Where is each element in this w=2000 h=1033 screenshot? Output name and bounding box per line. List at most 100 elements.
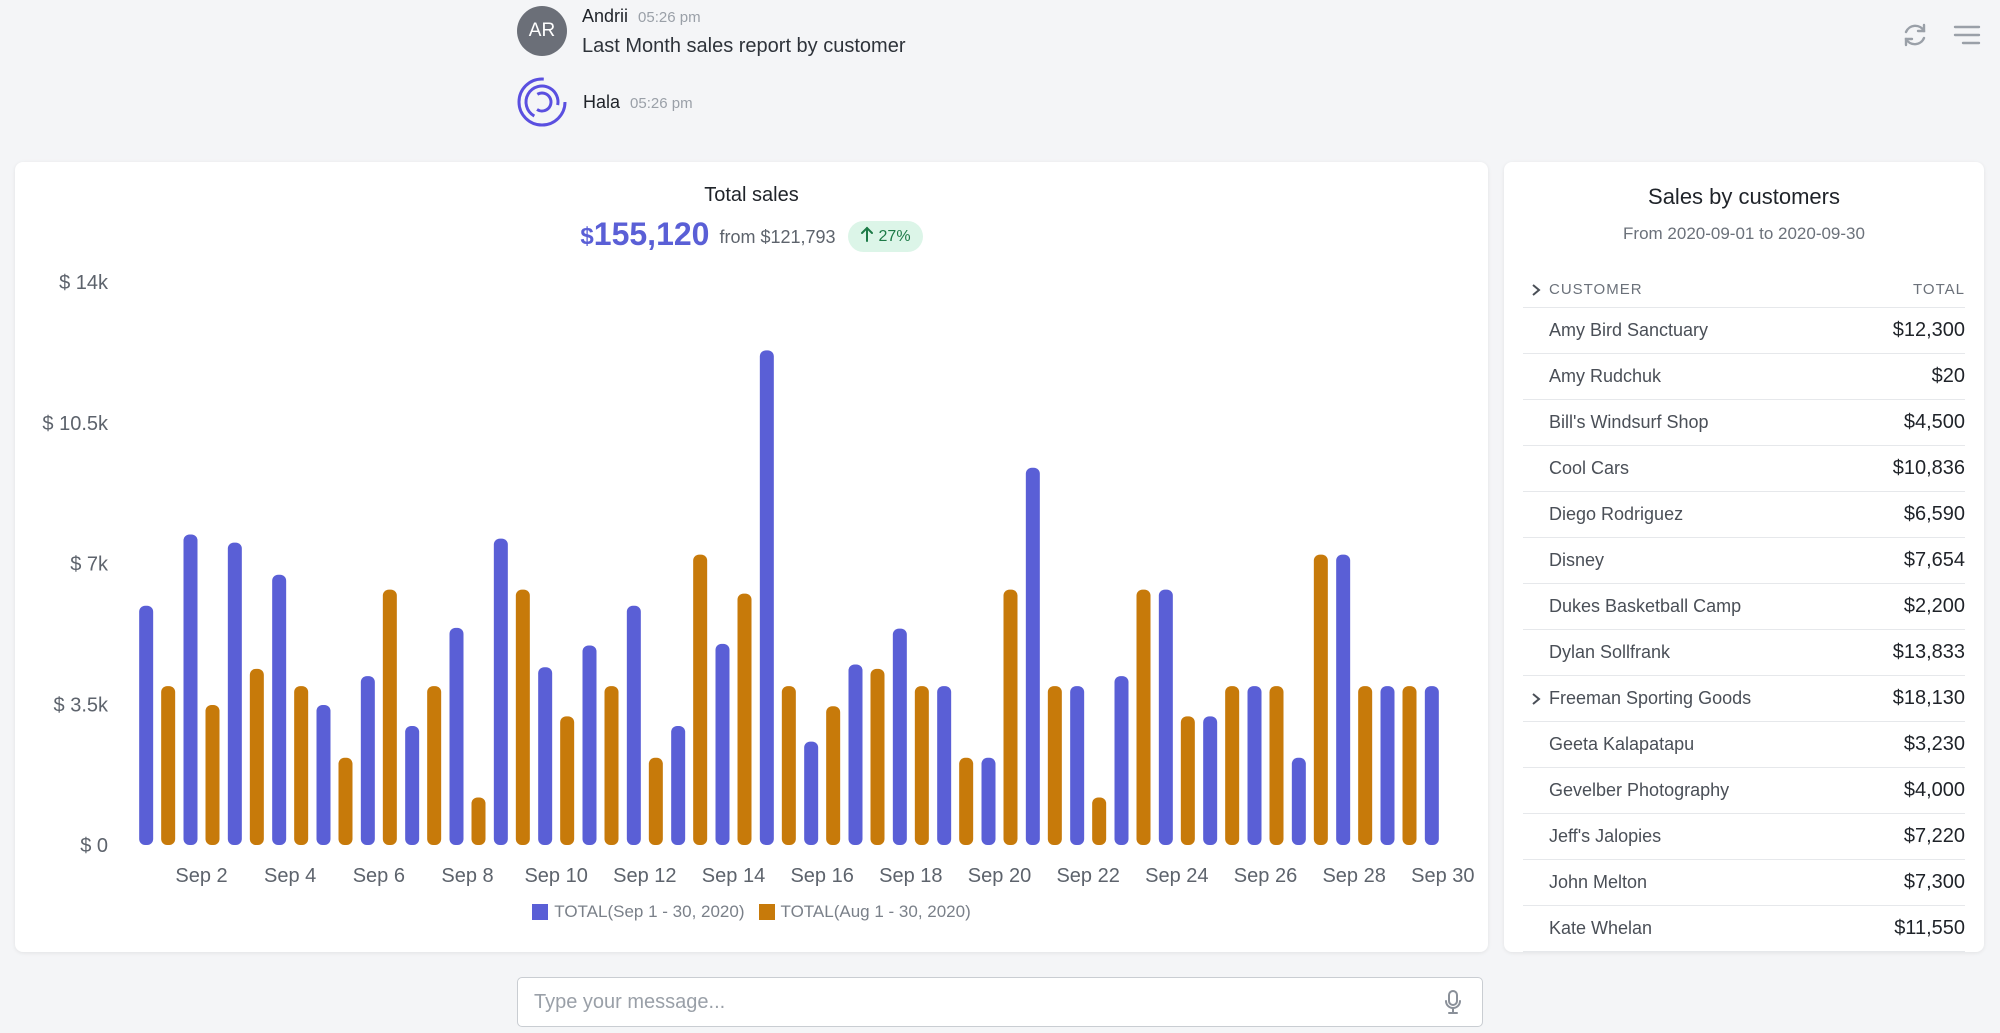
bar-current[interactable]	[848, 664, 863, 845]
bar-current[interactable]	[1424, 686, 1439, 845]
x-tick-label: Sep 16	[790, 865, 853, 887]
bar-current[interactable]	[1203, 716, 1218, 845]
refresh-icon[interactable]	[1898, 18, 1932, 52]
bar-current[interactable]	[804, 741, 819, 845]
bar-current[interactable]	[493, 538, 508, 845]
customer-total: $3,230	[1903, 733, 1965, 755]
bar-previous[interactable]	[1269, 686, 1284, 845]
bar-previous[interactable]	[1358, 686, 1373, 845]
user-message: AR Andrii 05:26 pm Last Month sales repo…	[517, 6, 905, 58]
table-row[interactable]: Dukes Basketball Camp $2,200	[1523, 584, 1965, 630]
bar-current[interactable]	[1380, 686, 1395, 845]
bar-previous[interactable]	[427, 686, 442, 845]
bar-current[interactable]	[1336, 554, 1351, 845]
bar-current[interactable]	[981, 757, 996, 845]
x-tick-label: Sep 14	[702, 865, 765, 887]
bar-previous[interactable]	[471, 797, 486, 845]
bar-current[interactable]	[759, 350, 774, 845]
bar-previous[interactable]	[205, 705, 220, 845]
bar-current[interactable]	[1114, 676, 1129, 845]
bar-previous[interactable]	[781, 686, 796, 845]
customer-total: $4,000	[1903, 779, 1965, 801]
bar-previous[interactable]	[604, 686, 619, 845]
bar-current[interactable]	[538, 667, 553, 845]
bar-current[interactable]	[892, 628, 907, 845]
bar-previous[interactable]	[1047, 686, 1062, 845]
bar-current[interactable]	[227, 542, 242, 845]
total-sales-card: Total sales $ 155,120 from $121,793 27% …	[15, 162, 1488, 952]
bar-current[interactable]	[582, 645, 597, 845]
bar-previous[interactable]	[382, 589, 397, 845]
bar-current[interactable]	[1070, 686, 1085, 845]
bar-previous[interactable]	[959, 757, 974, 845]
bar-current[interactable]	[1291, 757, 1306, 845]
bar-current[interactable]	[360, 676, 375, 845]
bar-current[interactable]	[1158, 589, 1173, 845]
bar-previous[interactable]	[161, 686, 176, 845]
microphone-icon[interactable]	[1440, 987, 1466, 1017]
message-author: Hala	[583, 92, 621, 112]
bar-current[interactable]	[1025, 467, 1040, 845]
bar-previous[interactable]	[1136, 589, 1151, 845]
bar-current[interactable]	[316, 705, 331, 845]
x-tick-label: Sep 24	[1145, 865, 1208, 887]
customer-name: Geeta Kalapatapu	[1549, 734, 1695, 754]
column-total[interactable]: TOTAL	[1913, 281, 1965, 298]
legend-item-previous[interactable]: TOTAL(Aug 1 - 30, 2020)	[758, 902, 971, 922]
bar-previous[interactable]	[1180, 716, 1195, 845]
menu-icon[interactable]	[1950, 18, 1984, 52]
bar-current[interactable]	[671, 725, 686, 845]
column-customer[interactable]: CUSTOMER	[1549, 281, 1643, 298]
bar-current[interactable]	[626, 605, 641, 845]
message-input[interactable]	[534, 990, 1440, 1014]
bot-avatar-icon	[516, 76, 568, 128]
bar-previous[interactable]	[648, 757, 663, 845]
table-row[interactable]: John Melton $7,300	[1523, 860, 1965, 906]
table-row[interactable]: Geeta Kalapatapu $3,230	[1523, 722, 1965, 768]
bar-previous[interactable]	[249, 668, 264, 845]
bar-current[interactable]	[272, 574, 287, 845]
bar-previous[interactable]	[826, 706, 841, 845]
table-row[interactable]: Kate Whelan $11,550	[1523, 906, 1965, 952]
bar-previous[interactable]	[1092, 797, 1107, 845]
bar-current[interactable]	[937, 686, 952, 845]
top-toolbar	[1898, 18, 1984, 52]
bar-previous[interactable]	[338, 757, 353, 845]
arrow-up-icon	[860, 226, 874, 247]
bar-previous[interactable]	[515, 589, 530, 845]
table-row[interactable]: Gevelber Photography $4,000	[1523, 768, 1965, 814]
table-row[interactable]: Disney $7,654	[1523, 538, 1965, 584]
bar-current[interactable]	[1247, 686, 1262, 845]
bar-current[interactable]	[139, 605, 154, 845]
bar-previous[interactable]	[693, 554, 708, 845]
bar-current[interactable]	[715, 643, 730, 845]
bar-previous[interactable]	[294, 686, 309, 845]
table-row[interactable]: Amy Rudchuk $20	[1523, 354, 1965, 400]
legend-swatch-current	[532, 904, 549, 920]
bar-previous[interactable]	[1003, 589, 1018, 845]
bar-previous[interactable]	[560, 716, 575, 845]
table-row[interactable]: Diego Rodriguez $6,590	[1523, 492, 1965, 538]
table-row[interactable]: Cool Cars $10,836	[1523, 446, 1965, 492]
bar-current[interactable]	[405, 725, 420, 845]
bar-previous[interactable]	[1225, 686, 1240, 845]
bar-previous[interactable]	[1313, 554, 1328, 845]
bar-current[interactable]	[183, 534, 198, 845]
table-row[interactable]: Freeman Sporting Goods $18,130	[1523, 676, 1965, 722]
table-row[interactable]: Bill's Windsurf Shop $4,500	[1523, 400, 1965, 446]
expand-all-icon[interactable]	[1523, 283, 1549, 297]
chevron-right-icon[interactable]	[1523, 692, 1549, 706]
bar-previous[interactable]	[1402, 686, 1417, 845]
legend-item-current[interactable]: TOTAL(Sep 1 - 30, 2020)	[532, 902, 745, 922]
table-row[interactable]: Jeff's Jalopies $7,220	[1523, 814, 1965, 860]
x-tick-label: Sep 8	[441, 865, 493, 887]
bar-previous[interactable]	[737, 593, 752, 845]
customer-name: Disney	[1549, 550, 1605, 570]
legend-label-current: TOTAL(Sep 1 - 30, 2020)	[554, 902, 745, 921]
bar-previous[interactable]	[870, 668, 885, 845]
customer-name: John Melton	[1549, 872, 1648, 892]
table-row[interactable]: Dylan Sollfrank $13,833	[1523, 630, 1965, 676]
bar-previous[interactable]	[914, 686, 929, 845]
table-row[interactable]: Amy Bird Sanctuary $12,300	[1523, 308, 1965, 354]
bar-current[interactable]	[449, 627, 464, 845]
